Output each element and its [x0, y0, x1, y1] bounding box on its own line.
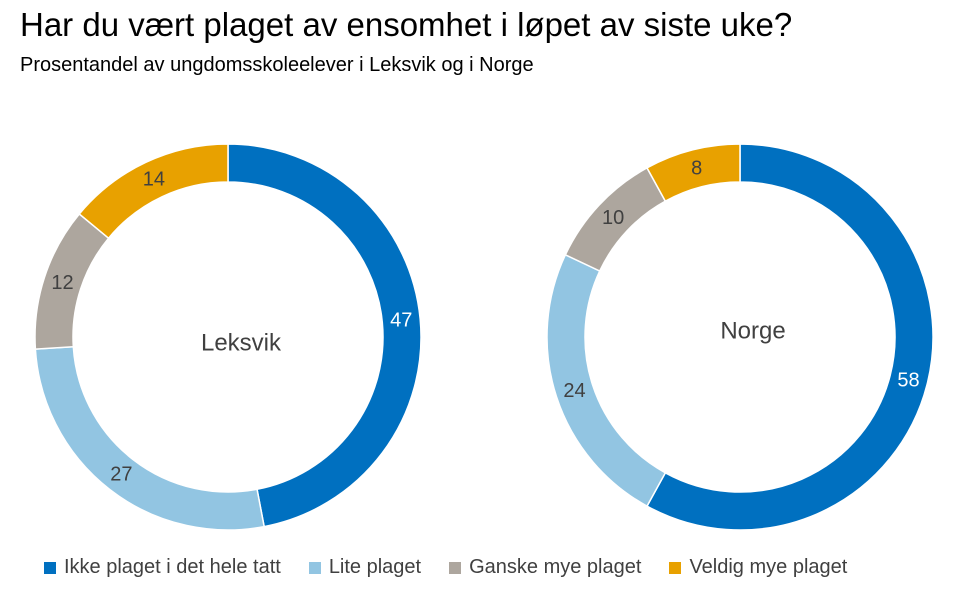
- donut-slice-veldig: [78, 143, 229, 240]
- legend-label: Veldig mye plaget: [689, 556, 848, 578]
- donut-center-label: Leksvik: [201, 330, 282, 357]
- data-label-veldig: 8: [691, 157, 702, 179]
- legend-swatch: [44, 561, 56, 574]
- legend: Ikke plaget i det hele tatt Lite plaget …: [44, 556, 875, 579]
- donut-slice-lite: [34, 345, 266, 531]
- data-label-lite: 27: [110, 463, 132, 485]
- chart-title: Har du vært plaget av ensomhet i løpet a…: [20, 6, 793, 43]
- legend-item-veldig-mye-plaget: Veldig mye plaget: [669, 556, 847, 579]
- data-label-ganske: 12: [51, 272, 73, 294]
- donut-slice-veldig: [646, 143, 741, 203]
- donut-charts: 47 27 12 14 Leksvik 58 24 10 8 Norge: [34, 143, 934, 531]
- donut-center-label: Norge: [720, 318, 785, 345]
- legend-label: Ganske mye plaget: [469, 556, 642, 578]
- data-label-ganske: 10: [602, 207, 624, 229]
- legend-swatch: [449, 561, 462, 574]
- data-label-ikke: 47: [390, 310, 412, 332]
- legend-swatch: [308, 561, 321, 574]
- legend-item-lite-plaget: Lite plaget: [308, 556, 422, 579]
- legend-swatch: [669, 561, 682, 574]
- data-label-lite: 24: [563, 380, 585, 402]
- data-label-ikke: 58: [897, 369, 919, 391]
- legend-label: Lite plaget: [328, 556, 422, 578]
- data-label-veldig: 14: [143, 169, 165, 191]
- legend-item-ganske-mye-plaget: Ganske mye plaget: [449, 556, 641, 579]
- chart-subtitle: Prosentandel av ungdomsskoleelever i Lek…: [20, 54, 534, 76]
- donut-slice-ikke: [646, 143, 934, 531]
- legend-label: Ikke plaget i det hele tatt: [64, 556, 281, 578]
- donut-slice-ikke: [227, 143, 422, 528]
- legend-item-ikke-plaget: Ikke plaget i det hele tatt: [44, 556, 281, 579]
